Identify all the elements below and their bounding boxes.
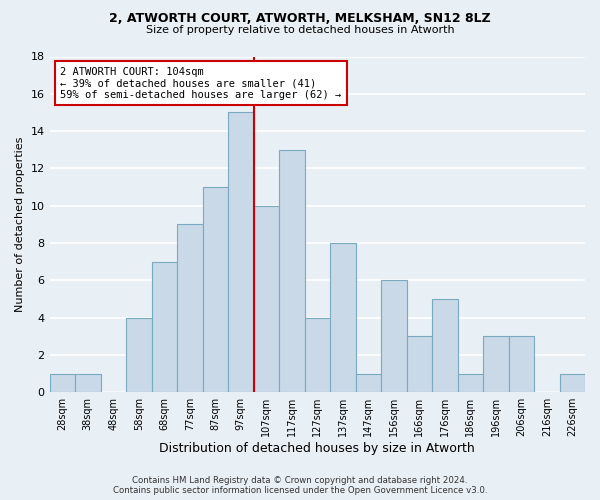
Bar bbox=[509, 336, 534, 392]
X-axis label: Distribution of detached houses by size in Atworth: Distribution of detached houses by size … bbox=[160, 442, 475, 455]
Bar bbox=[330, 243, 356, 392]
Bar bbox=[254, 206, 279, 392]
Bar bbox=[458, 374, 483, 392]
Text: Contains HM Land Registry data © Crown copyright and database right 2024.: Contains HM Land Registry data © Crown c… bbox=[132, 476, 468, 485]
Bar bbox=[126, 318, 152, 392]
Bar bbox=[177, 224, 203, 392]
Bar bbox=[279, 150, 305, 392]
Bar bbox=[483, 336, 509, 392]
Text: 2, ATWORTH COURT, ATWORTH, MELKSHAM, SN12 8LZ: 2, ATWORTH COURT, ATWORTH, MELKSHAM, SN1… bbox=[109, 12, 491, 26]
Bar bbox=[407, 336, 432, 392]
Bar bbox=[152, 262, 177, 392]
Bar bbox=[203, 187, 228, 392]
Y-axis label: Number of detached properties: Number of detached properties bbox=[15, 136, 25, 312]
Bar bbox=[50, 374, 75, 392]
Bar bbox=[432, 299, 458, 392]
Text: 2 ATWORTH COURT: 104sqm
← 39% of detached houses are smaller (41)
59% of semi-de: 2 ATWORTH COURT: 104sqm ← 39% of detache… bbox=[60, 66, 341, 100]
Bar bbox=[228, 112, 254, 392]
Text: Contains public sector information licensed under the Open Government Licence v3: Contains public sector information licen… bbox=[113, 486, 487, 495]
Bar bbox=[356, 374, 381, 392]
Text: Size of property relative to detached houses in Atworth: Size of property relative to detached ho… bbox=[146, 25, 454, 35]
Bar bbox=[560, 374, 585, 392]
Bar bbox=[305, 318, 330, 392]
Bar bbox=[75, 374, 101, 392]
Bar bbox=[381, 280, 407, 392]
